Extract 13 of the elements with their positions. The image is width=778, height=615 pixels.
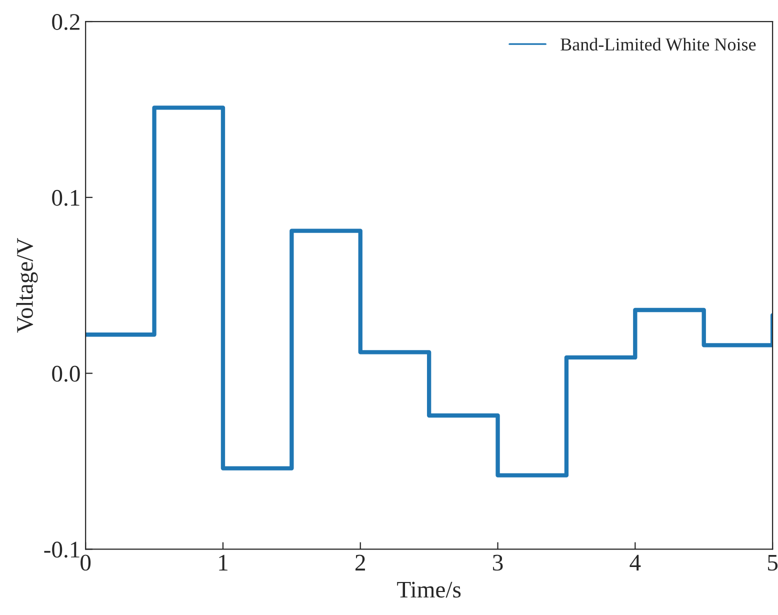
y-tick-label: 0.2 bbox=[52, 14, 80, 30]
x-tick-label: 3 bbox=[492, 554, 503, 571]
x-tick-label: 2 bbox=[356, 554, 365, 570]
y-tick-label: 0.1 bbox=[52, 190, 80, 206]
x-tick-label: 0 bbox=[80, 554, 91, 571]
y-tick-label: 0.0 bbox=[52, 366, 80, 382]
x-tick-label: 4 bbox=[630, 554, 641, 570]
legend-label: Band-Limited White Noise bbox=[560, 38, 756, 51]
x-tick-label: 1 bbox=[219, 554, 228, 570]
y-tick-label: -0.1 bbox=[44, 542, 80, 558]
y-axis-title: Voltage/V bbox=[16, 238, 38, 333]
x-axis-title: Time/s bbox=[397, 582, 461, 598]
x-tick-label: 5 bbox=[768, 554, 778, 571]
